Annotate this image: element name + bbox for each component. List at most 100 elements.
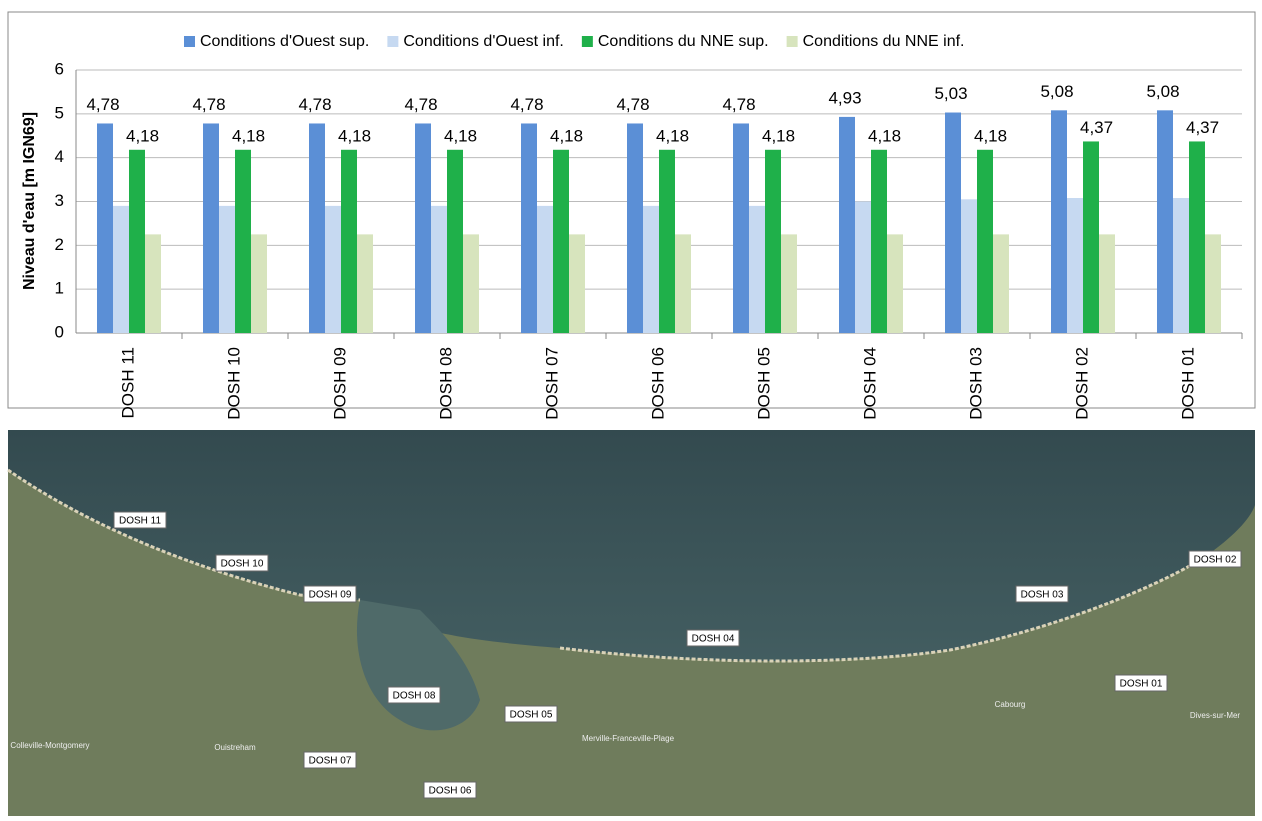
value-label: 5,03 (934, 84, 967, 103)
bar (887, 234, 903, 333)
section-label: DOSH 07 (309, 756, 352, 767)
x-tick-label: DOSH 11 (118, 347, 137, 419)
section-label: DOSH 04 (692, 634, 735, 645)
section-label: DOSH 06 (429, 786, 472, 797)
bar (993, 234, 1009, 333)
bar (219, 205, 235, 333)
section-label: DOSH 05 (510, 710, 553, 721)
bar (1157, 110, 1173, 334)
place-name: Merville-Franceville-Plage (582, 734, 675, 743)
bar (749, 205, 765, 333)
value-label: 4,37 (1080, 118, 1113, 137)
bar (855, 201, 871, 333)
section-label: DOSH 01 (1120, 679, 1163, 690)
section-label: DOSH 08 (393, 691, 436, 702)
section-label-box (303, 585, 357, 603)
bar (733, 123, 749, 333)
legend-label: Conditions du NNE sup. (598, 33, 769, 50)
bar (1173, 197, 1189, 333)
value-label: 4,78 (192, 95, 225, 114)
x-tick-label: DOSH 03 (966, 347, 985, 420)
bar (447, 149, 463, 333)
legend-label: Conditions d'Ouest sup. (200, 33, 369, 50)
bar (961, 199, 977, 333)
bar (1189, 141, 1205, 333)
section-label-box (215, 554, 269, 572)
value-label: 4,18 (550, 126, 583, 145)
x-tick-label: DOSH 01 (1178, 347, 1197, 420)
place-name: Ouistreham (214, 743, 256, 752)
value-label: 4,18 (444, 126, 477, 145)
y-tick-label: 6 (55, 59, 64, 78)
y-tick-label: 2 (55, 235, 64, 254)
value-label: 4,78 (510, 95, 543, 114)
section-label: DOSH 11 (119, 516, 161, 527)
section-label-box (504, 705, 558, 723)
bar (1205, 234, 1221, 333)
x-tick-label: DOSH 09 (330, 347, 349, 420)
coastline (7, 468, 1201, 663)
section-label: DOSH 09 (309, 590, 352, 601)
place-name: Colleville-Montgomery (10, 741, 89, 750)
y-tick-label: 3 (55, 191, 64, 210)
bar (1051, 110, 1067, 334)
legend-swatch (581, 36, 593, 47)
value-label: 4,93 (828, 88, 861, 107)
legend-label: Conditions d'Ouest inf. (403, 33, 563, 50)
section-label-box (686, 629, 740, 647)
bar (97, 123, 113, 333)
y-tick-label: 0 (55, 322, 64, 341)
bar (1067, 197, 1083, 333)
bar (659, 149, 675, 333)
bar (537, 205, 553, 333)
bar (765, 149, 781, 333)
map: DOSH 11 DOSH 10 DOSH 09 DOSH 08 DOSH 07 DOSH … (7, 430, 1255, 816)
bar (871, 149, 887, 333)
land (8, 470, 1255, 816)
y-tick-label: 4 (55, 147, 64, 166)
bar (675, 234, 691, 333)
bar (553, 149, 569, 333)
section-label-box (423, 781, 477, 799)
place-name: Cabourg (995, 700, 1026, 709)
value-label: 4,18 (126, 126, 159, 145)
bar (463, 234, 479, 333)
value-label: 4,18 (868, 126, 901, 145)
value-label: 4,18 (338, 126, 371, 145)
section-label-box (1188, 550, 1242, 568)
bar (357, 234, 373, 333)
value-label: 4,18 (762, 126, 795, 145)
bar (977, 149, 993, 333)
bar (145, 234, 161, 333)
place-name: Dives-sur-Mer (1190, 711, 1241, 720)
bar (415, 123, 431, 333)
value-label: 4,78 (298, 95, 331, 114)
bar (1083, 141, 1099, 333)
bar (781, 234, 797, 333)
value-label: 5,08 (1146, 82, 1179, 101)
bar (431, 205, 447, 333)
legend-swatch (184, 36, 195, 47)
bar (569, 234, 585, 333)
section-label: DOSH 03 (1021, 590, 1064, 601)
legend-swatch (786, 36, 798, 47)
section-label-box (113, 511, 167, 529)
bar (203, 123, 219, 333)
bar (643, 205, 659, 333)
section-label-box (387, 686, 441, 704)
x-tick-label: DOSH 08 (436, 347, 455, 420)
bar (839, 116, 855, 333)
bar (627, 123, 643, 333)
x-tick-label: DOSH 07 (542, 347, 561, 420)
value-label: 4,37 (1186, 118, 1219, 137)
value-label: 4,78 (404, 95, 437, 114)
x-tick-label: DOSH 02 (1072, 347, 1091, 420)
bar (1099, 234, 1115, 333)
value-label: 4,78 (86, 95, 119, 114)
x-tick-label: DOSH 04 (860, 347, 879, 420)
y-tick-label: 1 (55, 279, 64, 298)
bar (129, 149, 145, 333)
y-axis-label: Niveau d'eau [m IGN69] (21, 112, 38, 290)
